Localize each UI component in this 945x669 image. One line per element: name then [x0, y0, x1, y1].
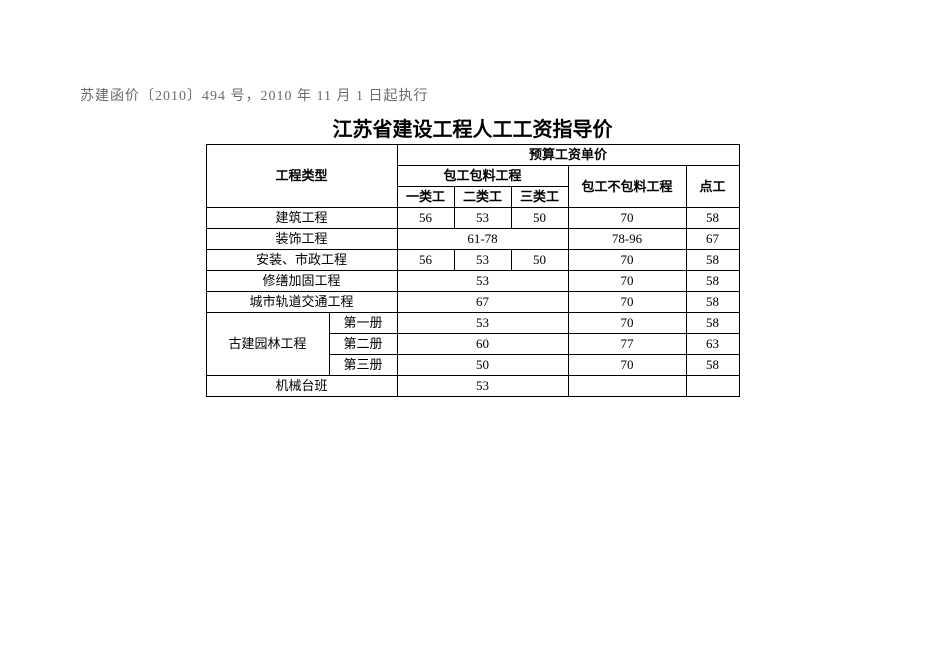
- reference-line: 苏建函价〔2010〕494 号，2010 年 11 月 1 日起执行: [80, 85, 865, 105]
- header-budget-unit-price: 预算工资单价: [397, 145, 739, 166]
- table-header-row: 工程类型 预算工资单价: [206, 145, 739, 166]
- header-project-type: 工程类型: [206, 145, 397, 208]
- cell-value: 58: [686, 292, 739, 313]
- row-sub-name: 第二册: [329, 334, 397, 355]
- cell-value: 56: [397, 208, 454, 229]
- cell-value: 58: [686, 208, 739, 229]
- row-name: 修缮加固工程: [206, 271, 397, 292]
- cell-value: 78-96: [568, 229, 686, 250]
- cell-empty: [686, 376, 739, 397]
- row-name: 城市轨道交通工程: [206, 292, 397, 313]
- row-name: 建筑工程: [206, 208, 397, 229]
- cell-value: 53: [454, 250, 511, 271]
- cell-value: 70: [568, 355, 686, 376]
- cell-value: 67: [686, 229, 739, 250]
- table-row: 城市轨道交通工程 67 70 58: [206, 292, 739, 313]
- cell-empty: [568, 376, 686, 397]
- row-sub-name: 第三册: [329, 355, 397, 376]
- header-labor-material: 包工包料工程: [397, 166, 568, 187]
- table-row: 机械台班 53: [206, 376, 739, 397]
- header-labor-no-material: 包工不包料工程: [568, 166, 686, 208]
- header-day-labor: 点工: [686, 166, 739, 208]
- header-class-3: 三类工: [511, 187, 568, 208]
- cell-value: 53: [454, 208, 511, 229]
- table-row: 古建园林工程 第一册 53 70 58: [206, 313, 739, 334]
- cell-value: 56: [397, 250, 454, 271]
- cell-value: 61-78: [397, 229, 568, 250]
- cell-value: 60: [397, 334, 568, 355]
- page-title: 江苏省建设工程人工工资指导价: [80, 113, 865, 142]
- row-sub-name: 第一册: [329, 313, 397, 334]
- cell-value: 50: [511, 208, 568, 229]
- header-class-1: 一类工: [397, 187, 454, 208]
- header-class-2: 二类工: [454, 187, 511, 208]
- row-group-name: 古建园林工程: [206, 313, 329, 376]
- cell-value: 70: [568, 208, 686, 229]
- table-row: 装饰工程 61-78 78-96 67: [206, 229, 739, 250]
- table-row: 安装、市政工程 56 53 50 70 58: [206, 250, 739, 271]
- cell-value: 58: [686, 355, 739, 376]
- cell-value: 70: [568, 271, 686, 292]
- table-row: 建筑工程 56 53 50 70 58: [206, 208, 739, 229]
- cell-value: 58: [686, 250, 739, 271]
- cell-value: 77: [568, 334, 686, 355]
- wage-table: 工程类型 预算工资单价 包工包料工程 包工不包料工程 点工 一类工 二类工 三类…: [206, 144, 740, 397]
- cell-value: 70: [568, 250, 686, 271]
- cell-value: 50: [397, 355, 568, 376]
- cell-value: 63: [686, 334, 739, 355]
- cell-value: 50: [511, 250, 568, 271]
- row-name: 安装、市政工程: [206, 250, 397, 271]
- row-name: 装饰工程: [206, 229, 397, 250]
- cell-value: 70: [568, 292, 686, 313]
- cell-value: 53: [397, 313, 568, 334]
- table-row: 修缮加固工程 53 70 58: [206, 271, 739, 292]
- cell-value: 67: [397, 292, 568, 313]
- cell-value: 58: [686, 313, 739, 334]
- document-page: 苏建函价〔2010〕494 号，2010 年 11 月 1 日起执行 江苏省建设…: [0, 0, 945, 397]
- cell-value: 53: [397, 376, 568, 397]
- cell-value: 58: [686, 271, 739, 292]
- cell-value: 70: [568, 313, 686, 334]
- cell-value: 53: [397, 271, 568, 292]
- row-name: 机械台班: [206, 376, 397, 397]
